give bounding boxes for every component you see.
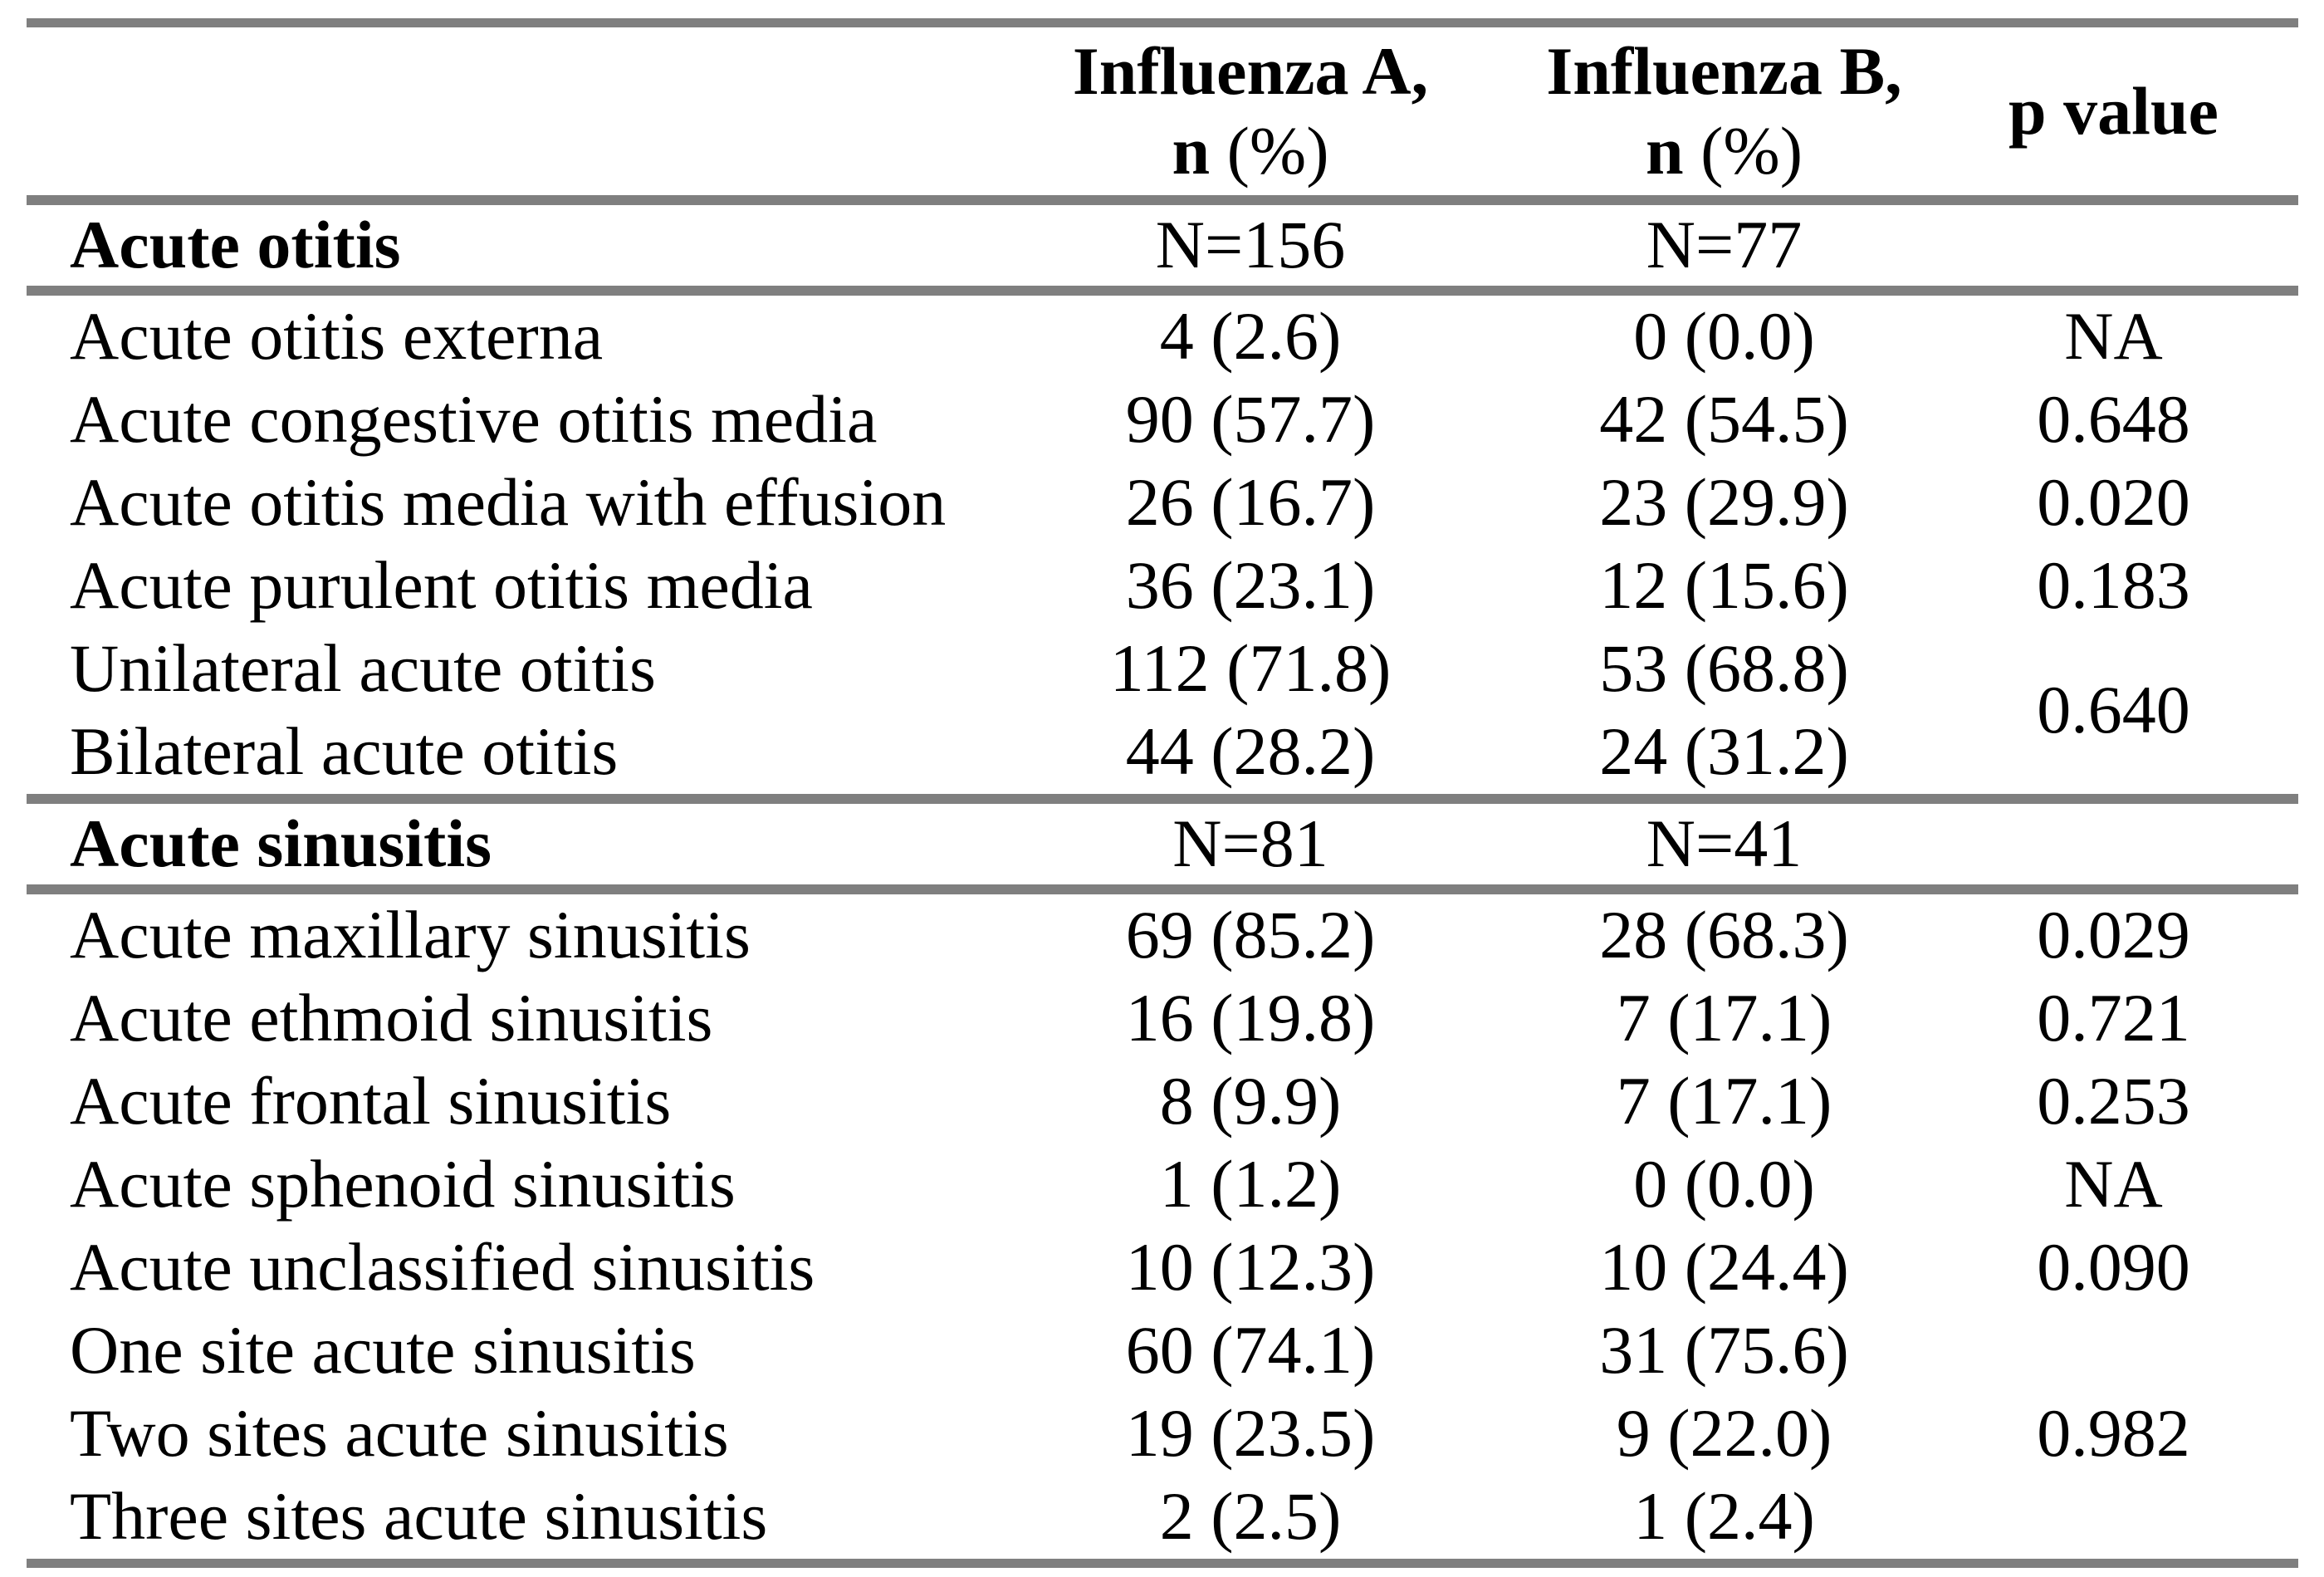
section-acute-otitis: Acute otitis N=156 N=77 Acute otitis ext…	[27, 195, 2298, 799]
table-row: Bilateral acute otitis 44 (28.2) 24 (31.…	[27, 711, 2298, 799]
influenza-a-value: 4 (2.6)	[1159, 298, 1342, 375]
influenza-a-value: 19 (23.5)	[1125, 1395, 1376, 1472]
table-row: Acute congestive otitis media 90 (57.7) …	[27, 379, 2298, 462]
header-pct-label: (%)	[1210, 113, 1329, 189]
row-label: Three sites acute sinusitis	[70, 1478, 768, 1555]
p-value: 0.020	[2037, 464, 2190, 541]
header-p-value: p value	[1929, 22, 2298, 205]
influenza-b-value: 24 (31.2)	[1599, 713, 1849, 790]
row-label: One site acute sinusitis	[70, 1312, 696, 1388]
influenza-a-value: 2 (2.5)	[1159, 1478, 1342, 1555]
influenza-a-value: 8 (9.9)	[1159, 1063, 1342, 1139]
section-n-influenza-a: N=156	[981, 195, 1519, 296]
influenza-b-value: 7 (17.1)	[1616, 980, 1832, 1056]
row-label: Acute ethmoid sinusitis	[70, 980, 713, 1056]
influenza-a-value: 90 (57.7)	[1125, 381, 1376, 458]
p-value: 0.029	[2037, 897, 2190, 973]
influenza-a-value: 60 (74.1)	[1125, 1312, 1376, 1388]
influenza-b-value: 42 (54.5)	[1599, 381, 1849, 458]
row-label: Two sites acute sinusitis	[70, 1395, 729, 1472]
table-row: One site acute sinusitis 60 (74.1) 31 (7…	[27, 1310, 2298, 1471]
row-label: Acute unclassified sinusitis	[70, 1229, 815, 1305]
header-n-label: n	[1645, 113, 1684, 189]
section-n-influenza-a: N=81	[981, 793, 1519, 894]
row-label: Acute sphenoid sinusitis	[70, 1146, 736, 1222]
p-value: 0.090	[2037, 1229, 2190, 1305]
table-row: Acute purulent otitis media 36 (23.1) 12…	[27, 545, 2298, 628]
header-influenza-a: Influenza A, n (%)	[981, 22, 1519, 205]
row-label: Unilateral acute otitis	[70, 630, 656, 707]
section-header-row: Acute sinusitis N=81 N=41	[27, 793, 2298, 894]
influenza-b-value: 0 (0.0)	[1633, 298, 1815, 375]
section-header-row: Acute otitis N=156 N=77	[27, 195, 2298, 296]
p-value: 0.648	[2037, 381, 2190, 458]
influenza-a-value: 36 (23.1)	[1125, 547, 1376, 624]
table-row: Acute otitis media with effusion 26 (16.…	[27, 462, 2298, 545]
header-influenza-a-subtitle: n (%)	[981, 111, 1519, 191]
p-value-merged: 0.640	[2037, 672, 2190, 748]
header-influenza-b: Influenza B, n (%)	[1519, 22, 1929, 205]
influenza-a-value: 26 (16.7)	[1125, 464, 1376, 541]
p-value: NA	[2064, 298, 2163, 375]
p-value: 0.183	[2037, 547, 2190, 624]
table-row: Acute otitis externa 4 (2.6) 0 (0.0) NA	[27, 291, 2298, 379]
p-value-merged: 0.982	[2037, 1395, 2190, 1472]
table-row: Acute ethmoid sinusitis 16 (19.8) 7 (17.…	[27, 977, 2298, 1060]
p-value: NA	[2064, 1146, 2163, 1222]
section-n-influenza-b: N=41	[1519, 793, 1929, 894]
influenza-a-value: 44 (28.2)	[1125, 713, 1376, 790]
table-header: Influenza A, n (%) Influenza B, n (%) p …	[27, 22, 2298, 205]
influenza-b-value: 7 (17.1)	[1616, 1063, 1832, 1139]
influenza-b-value: 28 (68.3)	[1599, 897, 1849, 973]
header-influenza-b-subtitle: n (%)	[1519, 111, 1929, 191]
influenza-b-value: 0 (0.0)	[1633, 1146, 1815, 1222]
table-row: Acute sphenoid sinusitis 1 (1.2) 0 (0.0)…	[27, 1144, 2298, 1227]
header-n-label: n	[1172, 113, 1211, 189]
table-row: Unilateral acute otitis 112 (71.8) 53 (6…	[27, 628, 2298, 747]
table-row: Two sites acute sinusitis 19 (23.5) 9 (2…	[27, 1393, 2298, 1476]
row-label: Acute congestive otitis media	[70, 381, 878, 458]
header-empty-cell	[27, 22, 981, 205]
influenza-a-value: 112 (71.8)	[1109, 630, 1392, 707]
p-value: 0.721	[2037, 980, 2190, 1056]
table-row: Acute frontal sinusitis 8 (9.9) 7 (17.1)…	[27, 1060, 2298, 1144]
row-label: Acute otitis externa	[70, 298, 604, 375]
row-label: Acute maxillary sinusitis	[70, 897, 751, 973]
row-label: Acute otitis media with effusion	[70, 464, 947, 541]
row-label: Acute purulent otitis media	[70, 547, 813, 624]
header-influenza-b-title: Influenza B,	[1546, 33, 1902, 109]
section-n-influenza-b: N=77	[1519, 195, 1929, 296]
influenza-otitis-sinusitis-table: Influenza A, n (%) Influenza B, n (%) p …	[27, 18, 2298, 1568]
row-label: Acute frontal sinusitis	[70, 1063, 672, 1139]
header-influenza-a-title: Influenza A,	[1072, 33, 1429, 109]
section-acute-sinusitis: Acute sinusitis N=81 N=41 Acute maxillar…	[27, 793, 2298, 1564]
influenza-a-value: 1 (1.2)	[1159, 1146, 1342, 1222]
table-row: Acute maxillary sinusitis 69 (85.2) 28 (…	[27, 889, 2298, 977]
influenza-a-value: 16 (19.8)	[1125, 980, 1376, 1056]
influenza-b-value: 53 (68.8)	[1599, 630, 1849, 707]
influenza-a-value: 69 (85.2)	[1125, 897, 1376, 973]
clinical-comparison-table-wrap: Influenza A, n (%) Influenza B, n (%) p …	[27, 18, 2298, 1568]
influenza-b-value: 31 (75.6)	[1599, 1312, 1849, 1388]
influenza-b-value: 9 (22.0)	[1616, 1395, 1832, 1472]
influenza-a-value: 10 (12.3)	[1125, 1229, 1376, 1305]
influenza-b-value: 1 (2.4)	[1633, 1478, 1815, 1555]
section-p-empty	[1929, 195, 2298, 296]
influenza-b-value: 10 (24.4)	[1599, 1229, 1849, 1305]
influenza-b-value: 12 (15.6)	[1599, 547, 1849, 624]
section-title: Acute sinusitis	[27, 793, 981, 894]
row-label: Bilateral acute otitis	[70, 713, 619, 790]
section-p-empty	[1929, 793, 2298, 894]
header-row: Influenza A, n (%) Influenza B, n (%) p …	[27, 22, 2298, 205]
header-pct-label: (%)	[1683, 113, 1803, 189]
section-title: Acute otitis	[27, 195, 981, 296]
influenza-b-value: 23 (29.9)	[1599, 464, 1849, 541]
table-row: Acute unclassified sinusitis 10 (12.3) 1…	[27, 1227, 2298, 1310]
p-value: 0.253	[2037, 1063, 2190, 1139]
table-row: Three sites acute sinusitis 2 (2.5) 1 (2…	[27, 1476, 2298, 1564]
